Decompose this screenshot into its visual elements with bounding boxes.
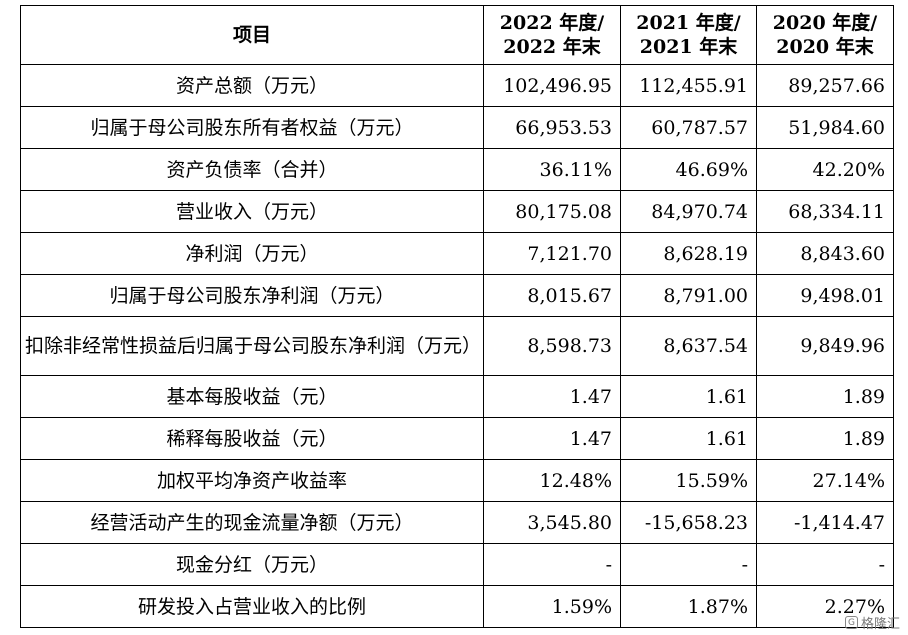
value-2022: 102,496.95 <box>483 64 621 107</box>
value-2021: 1.87% <box>620 585 757 628</box>
value-2022: 1.47 <box>483 375 621 418</box>
header-2022: 2022 年度/ 2022 年末 <box>483 5 621 65</box>
value-2021: -15,658.23 <box>620 501 757 544</box>
value-2022: 8,015.67 <box>483 274 621 317</box>
table-row: 基本每股收益（元） 1.47 1.61 1.89 <box>20 375 894 418</box>
header-2020-line1: 2020 年度/ <box>772 12 878 34</box>
value-2022: 80,175.08 <box>483 190 621 233</box>
row-label: 加权平均净资产收益率 <box>20 459 484 502</box>
value-2020: - <box>756 543 894 586</box>
header-2021-line2: 2021 年末 <box>639 36 738 58</box>
value-2020: 68,334.11 <box>756 190 894 233</box>
row-label: 研发投入占营业收入的比例 <box>20 585 484 628</box>
value-2021: 1.61 <box>620 417 757 460</box>
header-2022-line1: 2022 年度/ <box>499 12 605 34</box>
value-2021: 8,637.54 <box>620 316 757 376</box>
value-2021: 46.69% <box>620 148 757 191</box>
watermark: G 格隆汇 <box>844 613 900 632</box>
table-row: 研发投入占营业收入的比例 1.59% 1.87% 2.27% <box>20 585 894 628</box>
table-row: 稀释每股收益（元） 1.47 1.61 1.89 <box>20 417 894 460</box>
table-row: 资产负债率（合并） 36.11% 46.69% 42.20% <box>20 148 894 191</box>
value-2021: 112,455.91 <box>620 64 757 107</box>
financial-summary-table: 项目 2022 年度/ 2022 年末 2021 年度/ 2021 年末 202… <box>20 5 894 628</box>
value-2021: 1.61 <box>620 375 757 418</box>
value-2022: 66,953.53 <box>483 106 621 149</box>
watermark-text: 格隆汇 <box>860 617 900 632</box>
row-label: 经营活动产生的现金流量净额（万元） <box>20 501 484 544</box>
value-2020: 2.27% <box>756 585 894 628</box>
row-label: 资产总额（万元） <box>20 64 484 107</box>
table-row: 资产总额（万元） 102,496.95 112,455.91 89,257.66 <box>20 64 894 107</box>
value-2020: 8,843.60 <box>756 232 894 275</box>
table-row: 营业收入（万元） 80,175.08 84,970.74 68,334.11 <box>20 190 894 233</box>
value-2020: -1,414.47 <box>756 501 894 544</box>
row-label: 现金分红（万元） <box>20 543 484 586</box>
value-2020: 42.20% <box>756 148 894 191</box>
value-2021: 8,791.00 <box>620 274 757 317</box>
value-2022: 8,598.73 <box>483 316 621 376</box>
header-2020-line2: 2020 年末 <box>776 36 874 58</box>
header-2022-line2: 2022 年末 <box>503 36 601 58</box>
row-label: 扣除非经常性损益后归属于母公司股东净利润（万元） <box>20 316 484 376</box>
value-2021: 8,628.19 <box>620 232 757 275</box>
header-2021: 2021 年度/ 2021 年末 <box>620 5 757 65</box>
value-2021: 84,970.74 <box>620 190 757 233</box>
row-label: 营业收入（万元） <box>20 190 484 233</box>
value-2022: 1.59% <box>483 585 621 628</box>
value-2022: 3,545.80 <box>483 501 621 544</box>
table-row: 归属于母公司股东所有者权益（万元） 66,953.53 60,787.57 51… <box>20 106 894 149</box>
header-2021-line1: 2021 年度/ <box>636 12 741 34</box>
header-2020: 2020 年度/ 2020 年末 <box>756 5 894 65</box>
row-label: 归属于母公司股东所有者权益（万元） <box>20 106 484 149</box>
value-2020: 51,984.60 <box>756 106 894 149</box>
table-header-row: 项目 2022 年度/ 2022 年末 2021 年度/ 2021 年末 202… <box>20 5 894 65</box>
row-label: 归属于母公司股东净利润（万元） <box>20 274 484 317</box>
value-2020: 9,498.01 <box>756 274 894 317</box>
value-2020: 27.14% <box>756 459 894 502</box>
gelonghui-logo-icon: G <box>844 616 858 629</box>
value-2022: - <box>483 543 621 586</box>
value-2020: 9,849.96 <box>756 316 894 376</box>
value-2020: 1.89 <box>756 375 894 418</box>
value-2022: 36.11% <box>483 148 621 191</box>
table-row: 加权平均净资产收益率 12.48% 15.59% 27.14% <box>20 459 894 502</box>
row-label: 资产负债率（合并） <box>20 148 484 191</box>
header-item: 项目 <box>20 5 484 65</box>
table-row: 归属于母公司股东净利润（万元） 8,015.67 8,791.00 9,498.… <box>20 274 894 317</box>
table-row: 净利润（万元） 7,121.70 8,628.19 8,843.60 <box>20 232 894 275</box>
value-2021: 60,787.57 <box>620 106 757 149</box>
row-label: 净利润（万元） <box>20 232 484 275</box>
table-row: 经营活动产生的现金流量净额（万元） 3,545.80 -15,658.23 -1… <box>20 501 894 544</box>
value-2022: 1.47 <box>483 417 621 460</box>
value-2021: 15.59% <box>620 459 757 502</box>
value-2022: 7,121.70 <box>483 232 621 275</box>
value-2022: 12.48% <box>483 459 621 502</box>
row-label: 基本每股收益（元） <box>20 375 484 418</box>
value-2021: - <box>620 543 757 586</box>
table-row: 扣除非经常性损益后归属于母公司股东净利润（万元） 8,598.73 8,637.… <box>20 316 894 376</box>
table-row: 现金分红（万元） - - - <box>20 543 894 586</box>
row-label: 稀释每股收益（元） <box>20 417 484 460</box>
value-2020: 89,257.66 <box>756 64 894 107</box>
value-2020: 1.89 <box>756 417 894 460</box>
